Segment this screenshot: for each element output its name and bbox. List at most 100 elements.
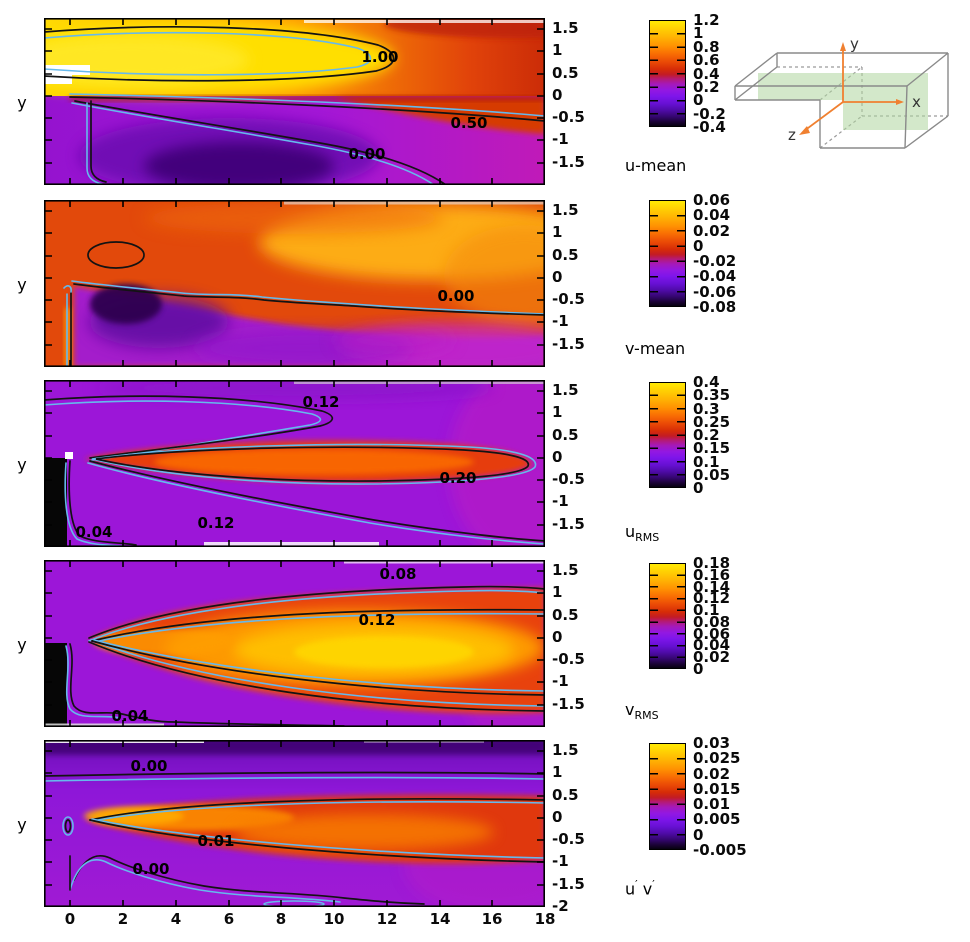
y-tick: 0.5 bbox=[552, 606, 579, 624]
x-tick: 16 bbox=[481, 910, 503, 928]
colorbar-v-mean bbox=[649, 200, 686, 307]
y-tick: 0.5 bbox=[552, 786, 579, 804]
axis-frame bbox=[44, 560, 545, 727]
y-tick: 1 bbox=[552, 763, 563, 781]
colorbar-tick-label: 0.08 bbox=[693, 612, 731, 631]
y-tick: -0.5 bbox=[552, 108, 585, 126]
colorbar-tick-label: 0.3 bbox=[693, 399, 720, 418]
x-tick: 4 bbox=[170, 910, 182, 928]
colorbar-ticks bbox=[677, 201, 685, 306]
contour-labels: 1.00 0.50 0.00 bbox=[348, 48, 487, 163]
caption-prime: ′ bbox=[635, 878, 638, 891]
x-arrow bbox=[896, 99, 904, 105]
x-tick: 0 bbox=[64, 910, 76, 928]
colorbar-tick-label: 0 bbox=[693, 825, 704, 844]
colorbar-tick-label: 0.12 bbox=[693, 589, 731, 608]
y-axis-label: y bbox=[17, 275, 27, 294]
colorbar-caption-u-rms: uRMS bbox=[625, 522, 659, 544]
x-tick: 18 bbox=[534, 910, 556, 928]
contour-lines bbox=[44, 26, 545, 185]
caption-text: u-mean bbox=[625, 156, 687, 175]
contour-label: 0.00 bbox=[132, 860, 169, 878]
contour-label: 0.04 bbox=[75, 523, 112, 541]
heatmap-field bbox=[44, 380, 545, 547]
y-tick: 1.5 bbox=[552, 381, 579, 399]
y-tick: -1 bbox=[552, 312, 569, 330]
y-tick: 1.5 bbox=[552, 561, 579, 579]
y-tick: -0.5 bbox=[552, 650, 585, 668]
heatmap-field bbox=[44, 18, 545, 185]
y-tick: 1.5 bbox=[552, 19, 579, 37]
contour-label: 0.20 bbox=[439, 469, 476, 487]
contour-label: 0.12 bbox=[358, 611, 395, 629]
colorbar-tick-label: 0.1 bbox=[693, 601, 720, 620]
colorbar-tick-label: 1.2 bbox=[693, 11, 720, 29]
colorbar-ticks bbox=[677, 744, 685, 849]
colorbar-caption-u-mean: u-mean bbox=[625, 156, 686, 175]
y-tick: 1.5 bbox=[552, 201, 579, 219]
contour-label: 0.01 bbox=[197, 832, 234, 850]
contour-lines bbox=[63, 241, 545, 367]
axis-frame bbox=[44, 18, 545, 185]
contour-label: 1.00 bbox=[361, 48, 398, 66]
colorbar-tick-label: 0.16 bbox=[693, 565, 731, 584]
contour-lines bbox=[44, 771, 545, 907]
geometry-schematic: y x z bbox=[734, 35, 949, 149]
colorbar-tick-label: -0.08 bbox=[693, 298, 737, 316]
caption-subscript: RMS bbox=[635, 531, 660, 545]
colorbar-tick-label: 0.04 bbox=[693, 636, 731, 655]
y-tick: 0 bbox=[552, 808, 563, 826]
colorbar-tick-label: 0.03 bbox=[693, 734, 731, 752]
schematic-y-label: y bbox=[850, 35, 859, 53]
heatmap-field bbox=[44, 740, 545, 907]
contour-label: 0.08 bbox=[379, 565, 416, 583]
colorbar-tick-label: 0.14 bbox=[693, 577, 731, 596]
y-tick: 1 bbox=[552, 403, 563, 421]
panel-u-rms: 0.12 0.20 0.12 0.04 bbox=[44, 380, 545, 547]
colorbar-tick-label: 0.4 bbox=[693, 373, 720, 391]
x-tick: 6 bbox=[223, 910, 235, 928]
y-tick: -1.5 bbox=[552, 335, 585, 353]
colorbar-ticks bbox=[650, 564, 658, 668]
colorbar-tick-label: 0.05 bbox=[693, 465, 731, 484]
contour-label: 0.00 bbox=[130, 757, 167, 775]
x-tick: 8 bbox=[275, 910, 287, 928]
contour-label: 0.50 bbox=[450, 114, 487, 132]
contour-lines bbox=[65, 585, 545, 727]
colorbar-tick-label: 0.01 bbox=[693, 795, 731, 814]
x-tick: 12 bbox=[376, 910, 398, 928]
x-tick: 10 bbox=[323, 910, 345, 928]
schematic-x-label: x bbox=[912, 93, 921, 111]
panel-u-mean: 1.00 0.50 0.00 bbox=[44, 18, 545, 185]
caption-text: v bbox=[625, 700, 635, 719]
colorbar-ticks bbox=[650, 201, 658, 306]
colorbar-caption-v-mean: v-mean bbox=[625, 339, 685, 358]
colorbar-tick-label: -0.04 bbox=[693, 267, 737, 286]
axis-frame bbox=[44, 380, 545, 547]
colorbar-tick-label: 0.06 bbox=[693, 624, 731, 643]
y-axis-label: y bbox=[17, 815, 27, 834]
caption-text: v bbox=[637, 879, 653, 899]
heatmap-field bbox=[44, 200, 545, 367]
colorbar-tick-label: 0.18 bbox=[693, 554, 731, 572]
colorbar-tick-label: 0.2 bbox=[693, 77, 720, 96]
colorbar-ticks bbox=[677, 21, 685, 126]
contour-label: 0.12 bbox=[302, 393, 339, 411]
contour-labels: 0.00 0.01 0.00 bbox=[130, 757, 234, 878]
y-tick: 1 bbox=[552, 41, 563, 59]
y-tick: 0 bbox=[552, 268, 563, 286]
colorbar-tick-label: 0 bbox=[693, 479, 704, 497]
colorbar-tick-label: 0 bbox=[693, 236, 704, 255]
y-arrow bbox=[840, 42, 846, 51]
colorbar-ticks bbox=[677, 383, 685, 487]
contour-labels: 0.00 bbox=[437, 287, 474, 305]
colorbar-tick-label: 0.8 bbox=[693, 37, 720, 56]
colorbar-tick-label: 0.04 bbox=[693, 206, 731, 225]
colorbar-tick-label: 1 bbox=[693, 24, 704, 43]
panel-v-rms: 0.08 0.12 0.04 bbox=[44, 560, 545, 727]
step-mask bbox=[44, 643, 67, 727]
y-axis-label: y bbox=[17, 93, 27, 112]
colorbar-ticks bbox=[677, 564, 685, 668]
panel-v-mean: 0.00 bbox=[44, 200, 545, 367]
